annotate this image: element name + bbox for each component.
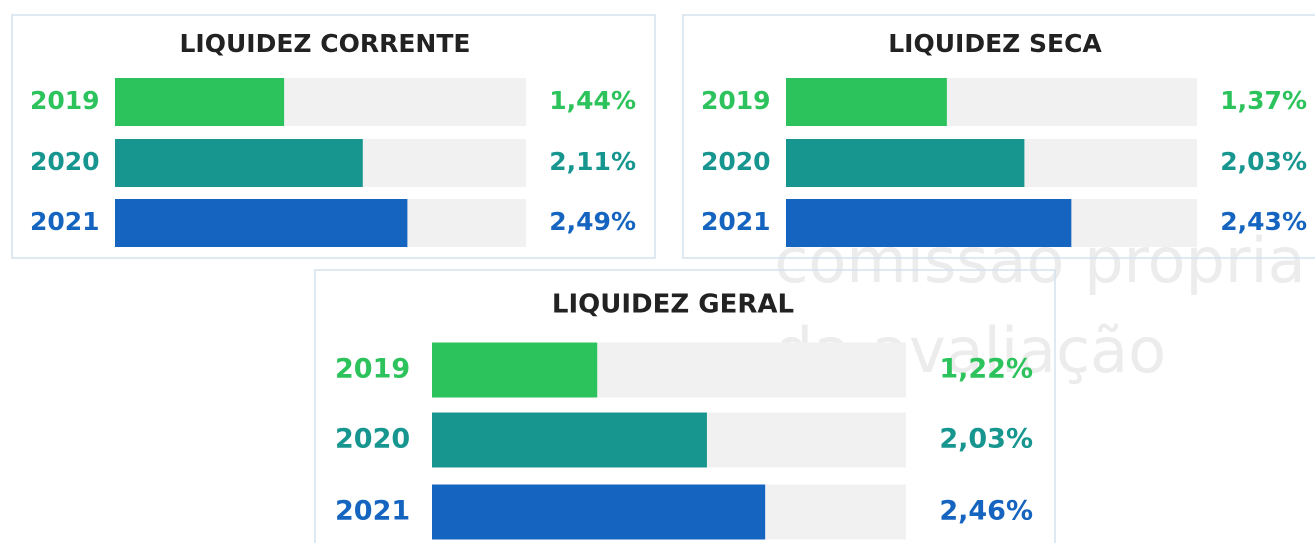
bar: [432, 484, 766, 540]
chart-title: LIQUIDEZ SECA: [888, 29, 1102, 58]
value-label: 2,03%: [1220, 147, 1307, 176]
panel: [682, 14, 1315, 259]
bar: [432, 412, 707, 468]
value-label: 2,11%: [549, 147, 636, 176]
category-label: 2019: [30, 86, 100, 115]
value-label: 1,22%: [939, 354, 1033, 385]
value-label: 2,03%: [939, 424, 1033, 455]
category-label: 2021: [335, 496, 410, 527]
chart-title: LIQUIDEZ CORRENTE: [180, 29, 471, 58]
value-label: 2,43%: [1220, 207, 1307, 236]
value-label: 1,37%: [1220, 86, 1307, 115]
bar: [115, 199, 408, 247]
bar: [115, 139, 363, 187]
category-label: 2020: [335, 424, 410, 455]
category-label: 2021: [701, 207, 771, 236]
value-label: 1,44%: [549, 86, 636, 115]
category-label: 2021: [30, 207, 100, 236]
panel: [11, 14, 656, 259]
category-label: 2020: [30, 147, 100, 176]
value-label: 2,49%: [549, 207, 636, 236]
chart-title: LIQUIDEZ GERAL: [552, 290, 794, 320]
bar: [115, 78, 285, 126]
category-label: 2019: [335, 354, 410, 385]
bar: [786, 139, 1025, 187]
category-label: 2020: [701, 147, 771, 176]
category-label: 2019: [701, 86, 771, 115]
value-label: 2,46%: [939, 496, 1033, 527]
bar: [432, 342, 598, 398]
panel: [314, 269, 1056, 543]
bar: [786, 78, 947, 126]
bar: [786, 199, 1072, 247]
